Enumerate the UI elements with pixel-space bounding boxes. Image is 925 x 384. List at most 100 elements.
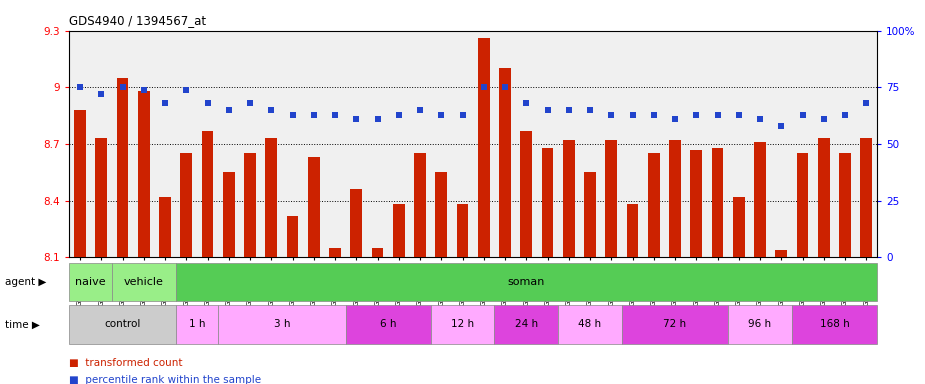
Point	[753, 116, 768, 122]
Point	[200, 100, 215, 106]
Bar	[346, 305, 431, 344]
Text: 24 h: 24 h	[514, 319, 537, 329]
Bar	[393, 204, 404, 257]
Point	[859, 100, 874, 106]
Text: 12 h: 12 h	[451, 319, 475, 329]
Bar	[606, 140, 617, 257]
Point	[540, 107, 555, 113]
Point	[647, 111, 661, 118]
Text: vehicle: vehicle	[124, 277, 164, 287]
Point	[115, 84, 130, 91]
Point	[689, 111, 704, 118]
Bar	[180, 154, 192, 257]
Text: 168 h: 168 h	[820, 319, 849, 329]
Point	[370, 116, 385, 122]
Bar	[542, 148, 553, 257]
Text: ■  percentile rank within the sample: ■ percentile rank within the sample	[69, 375, 262, 384]
Bar	[436, 172, 447, 257]
Bar	[733, 197, 745, 257]
Bar	[159, 197, 171, 257]
Bar	[69, 305, 176, 344]
Point	[72, 84, 87, 91]
Bar	[176, 305, 218, 344]
Text: 1 h: 1 h	[189, 319, 205, 329]
Bar	[792, 305, 877, 344]
Point	[476, 84, 491, 91]
Bar	[669, 140, 681, 257]
Bar	[112, 263, 176, 301]
Text: control: control	[105, 319, 141, 329]
Point	[136, 86, 151, 93]
Point	[455, 111, 470, 118]
Bar	[218, 305, 346, 344]
Text: 96 h: 96 h	[748, 319, 771, 329]
Text: 6 h: 6 h	[380, 319, 397, 329]
Bar	[563, 140, 574, 257]
Bar	[223, 172, 235, 257]
Text: 72 h: 72 h	[663, 319, 686, 329]
Bar	[558, 305, 622, 344]
Text: naive: naive	[75, 277, 106, 287]
Text: 3 h: 3 h	[274, 319, 290, 329]
Point	[221, 107, 236, 113]
Text: ■  transformed count: ■ transformed count	[69, 358, 183, 368]
Bar	[796, 154, 808, 257]
Bar	[494, 305, 558, 344]
Point	[519, 100, 534, 106]
Point	[838, 111, 853, 118]
Bar	[414, 154, 426, 257]
Point	[817, 116, 832, 122]
Text: time ▶: time ▶	[5, 319, 40, 329]
Text: GDS4940 / 1394567_at: GDS4940 / 1394567_at	[69, 14, 206, 27]
Bar	[478, 38, 489, 257]
Bar	[265, 138, 278, 257]
Bar	[754, 142, 766, 257]
Bar	[117, 78, 129, 257]
Point	[774, 123, 789, 129]
Bar	[69, 263, 112, 301]
Bar	[711, 148, 723, 257]
Point	[327, 111, 342, 118]
Point	[625, 111, 640, 118]
Point	[434, 111, 449, 118]
Bar	[775, 250, 787, 257]
Bar	[728, 305, 792, 344]
Point	[498, 84, 512, 91]
Bar	[202, 131, 214, 257]
Bar	[351, 189, 362, 257]
Point	[157, 100, 172, 106]
Point	[264, 107, 278, 113]
Point	[93, 91, 108, 97]
Bar	[95, 138, 107, 257]
Bar	[329, 248, 340, 257]
Bar	[372, 248, 383, 257]
Bar	[818, 138, 830, 257]
Bar	[585, 172, 596, 257]
Point	[179, 86, 193, 93]
Point	[732, 111, 746, 118]
Bar	[457, 204, 468, 257]
Point	[604, 111, 619, 118]
Point	[349, 116, 364, 122]
Bar	[626, 204, 638, 257]
Text: 48 h: 48 h	[578, 319, 601, 329]
Point	[710, 111, 725, 118]
Point	[583, 107, 598, 113]
Bar	[500, 68, 511, 257]
Point	[391, 111, 406, 118]
Point	[242, 100, 257, 106]
Bar	[287, 216, 299, 257]
Point	[561, 107, 576, 113]
Bar	[431, 305, 494, 344]
Point	[285, 111, 300, 118]
Bar	[138, 91, 150, 257]
Bar	[690, 150, 702, 257]
Point	[413, 107, 427, 113]
Bar	[74, 110, 86, 257]
Text: soman: soman	[508, 277, 545, 287]
Bar	[308, 157, 320, 257]
Point	[796, 111, 810, 118]
Bar	[622, 305, 728, 344]
Text: agent ▶: agent ▶	[5, 277, 46, 287]
Bar	[839, 154, 851, 257]
